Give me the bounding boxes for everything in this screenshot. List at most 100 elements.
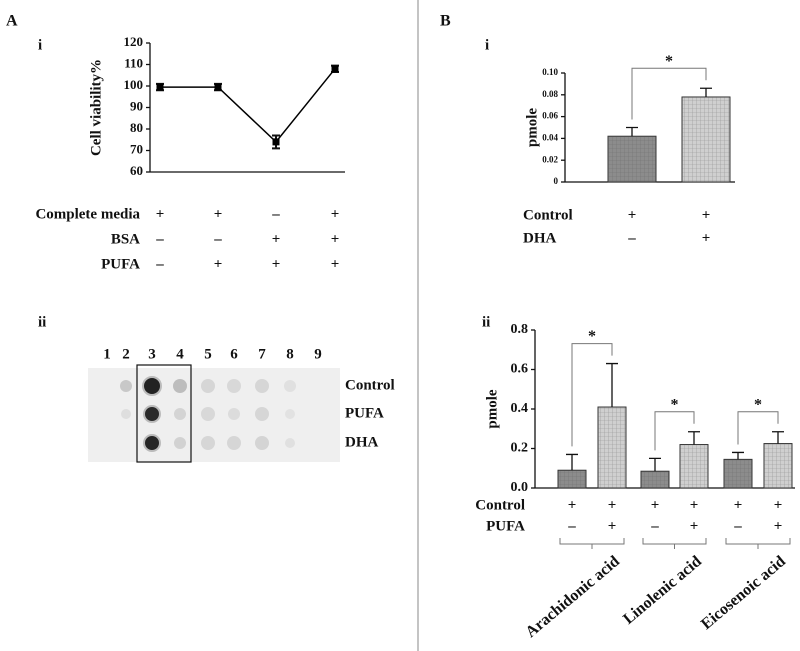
significance-label: * (754, 396, 762, 413)
lane-label: 9 (314, 346, 322, 362)
lane-label: 8 (286, 346, 294, 362)
condition-sign: + (156, 206, 165, 222)
lane-label: 6 (230, 346, 238, 362)
significance-label: * (588, 328, 596, 345)
panel-label: B (440, 13, 451, 30)
condition-sign: – (155, 256, 164, 272)
condition-sign: + (331, 206, 340, 222)
condition-label: Control (475, 497, 525, 513)
error-bar (688, 431, 700, 445)
blot-dot (201, 407, 215, 421)
group-bracket (725, 538, 791, 549)
lane-label: 3 (148, 346, 156, 362)
significance-bracket (654, 411, 695, 451)
blot-dot (285, 438, 295, 448)
condition-sign: + (214, 206, 223, 222)
y-tick-label: 80 (130, 120, 143, 135)
y-tick-label: 0 (554, 176, 559, 186)
condition-sign: – (213, 231, 222, 247)
error-bar (772, 431, 784, 444)
significance-bracket (737, 411, 779, 445)
condition-label: PUFA (486, 518, 525, 534)
condition-sign: + (272, 256, 281, 272)
condition-sign: + (734, 497, 743, 513)
blot-dots (120, 376, 296, 452)
significance-bracket (631, 67, 707, 120)
y-tick-label: 0.2 (511, 441, 529, 456)
blot-dot (284, 380, 296, 392)
blot-dot (227, 379, 241, 393)
significance-label: * (665, 53, 673, 70)
blot-box (136, 364, 192, 463)
y-tick-label: 0.8 (511, 322, 529, 337)
condition-sign: + (702, 230, 711, 246)
blot-dot (285, 409, 295, 419)
lane-label: 7 (258, 346, 266, 362)
lane-label: 5 (204, 346, 212, 362)
condition-sign: + (331, 231, 340, 247)
condition-sign: + (774, 497, 783, 513)
condition-sign: – (650, 518, 659, 534)
row-label: Control (345, 377, 395, 393)
blot-dot (143, 434, 161, 452)
y-tick-label: 70 (130, 141, 143, 156)
group-label: Eicosenoic acid (698, 553, 789, 633)
bar-hatch (558, 470, 586, 488)
blot-dot (255, 407, 269, 421)
y-tick-label: 0.08 (542, 89, 558, 99)
point (272, 138, 280, 146)
y-tick-label: 0.10 (542, 67, 558, 77)
blot-dot (174, 408, 186, 420)
y-tick-label: 0.04 (542, 132, 558, 142)
error-bar (566, 453, 578, 471)
condition-sign: + (651, 497, 660, 513)
condition-label: Complete media (35, 206, 140, 222)
y-tick-label: 60 (130, 163, 143, 178)
y-tick-label: 100 (124, 77, 144, 92)
condition-sign: – (271, 206, 280, 222)
error-bar (606, 362, 618, 408)
group-bracket (559, 538, 625, 549)
condition-sign: + (690, 497, 699, 513)
row-label: DHA (345, 434, 379, 450)
condition-sign: – (155, 231, 164, 247)
significance-bracket (571, 343, 613, 447)
condition-sign: + (568, 497, 577, 513)
point (331, 65, 339, 73)
condition-label: Control (523, 207, 573, 223)
condition-sign: + (628, 207, 637, 223)
blot-dot (227, 436, 241, 450)
condition-sign: + (608, 518, 617, 534)
error-bar (649, 457, 661, 472)
condition-sign: + (272, 231, 281, 247)
bar-hatch (608, 136, 656, 182)
bar-hatch (641, 471, 669, 488)
blot-dot (173, 379, 187, 393)
y-tick-label: 0.4 (511, 401, 529, 416)
condition-sign: + (331, 256, 340, 272)
blot-dot (142, 376, 162, 396)
significance-label: * (671, 396, 679, 413)
condition-sign: + (702, 207, 711, 223)
y-tick-label: 110 (124, 55, 143, 70)
y-tick-label: 0.06 (542, 111, 558, 121)
panel-label: ii (482, 314, 490, 330)
lane-label: 1 (103, 346, 111, 362)
bar-hatch (724, 459, 752, 488)
lane-label: 4 (176, 346, 184, 362)
panel-label: i (38, 37, 42, 53)
blot-dot (201, 436, 215, 450)
y-tick-label: 120 (124, 34, 144, 49)
condition-label: BSA (111, 231, 140, 247)
condition-sign: + (214, 256, 223, 272)
line (160, 68, 336, 144)
bar-hatch (598, 407, 626, 488)
condition-label: PUFA (101, 256, 140, 272)
panel-label: i (485, 37, 489, 53)
error-bar (732, 451, 744, 460)
panel-label: A (6, 13, 18, 30)
blot-dot (228, 408, 240, 420)
point (156, 83, 164, 91)
lane-label: 2 (122, 346, 130, 362)
